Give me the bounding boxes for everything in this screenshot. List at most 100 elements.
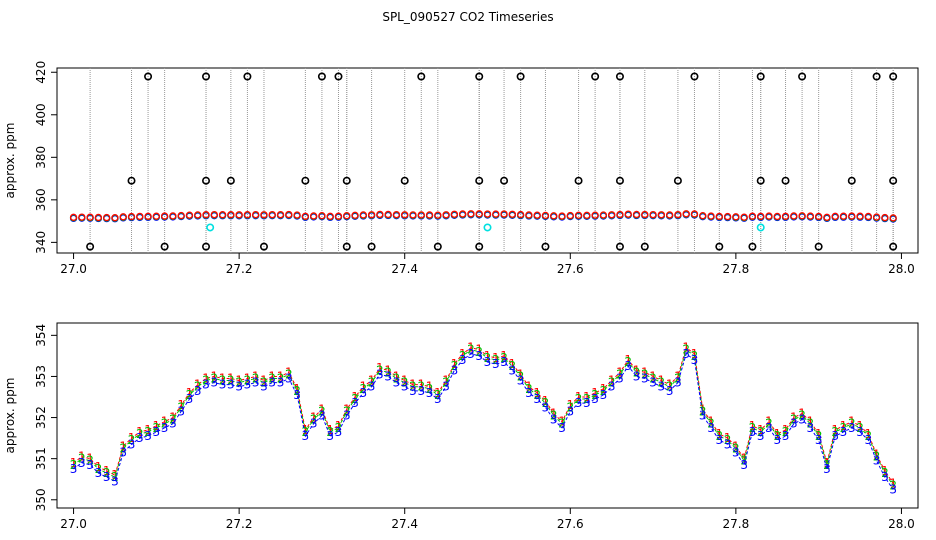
baseline-point [467,210,475,218]
series-mark: 2 [575,392,583,406]
series-mark: 3 [318,409,326,423]
outlier-point [301,176,310,185]
series-mark: 1 [732,439,740,453]
baseline-point [392,210,401,219]
series-mark: 2 [368,376,376,390]
series-mark: 2 [144,425,152,439]
series-mark: 3 [111,474,119,488]
baseline-point [773,212,781,221]
baseline-point [583,211,591,219]
series-mark: 3 [235,380,243,394]
series-mark: 2 [260,376,268,390]
series-mark: 1 [881,464,889,478]
series-mark: 1 [641,365,649,379]
x-tick-label: 28.0 [888,262,915,276]
outlier-point [756,72,765,81]
series-mark: 1 [119,439,127,453]
series-mark: 3 [500,355,508,369]
baseline-point [260,211,268,219]
x-tick-label: 28.0 [888,517,915,531]
baseline-point [169,212,177,220]
series-mark: 1 [591,386,599,400]
outlier-point [475,242,484,251]
series-mark: 3 [732,446,740,460]
series-mark: 3 [177,404,185,418]
baseline-point [94,213,103,222]
series-mark: 2 [359,382,367,396]
baseline-point [111,214,119,222]
baseline-point [78,213,86,221]
baseline-point [781,212,790,220]
series-mark: 3 [542,400,550,414]
series-mark: 3 [575,396,583,410]
series-mark: 1 [194,378,202,392]
baseline-point [309,212,318,220]
outlier-point [615,242,624,251]
series-mark: 3 [724,437,732,451]
series-mark: 3 [442,380,450,394]
y-tick-label: 354 [34,324,48,347]
baseline-point [252,210,260,219]
panel-bottom: 27.0 27.2 27.4 27.6 27.8 28.0 350 351 352 353 354 a… [3,322,919,531]
series-mark: 3 [393,376,401,390]
series-mark: 1 [666,378,674,392]
series-mark: 2 [749,421,757,435]
series-mark: 3 [558,421,566,435]
series-mark: 2 [475,345,483,359]
x-tick-label: 27.0 [60,517,87,531]
series-mark: 1 [426,380,434,394]
series-mark: 2 [848,417,856,431]
series-mark: 1 [260,374,268,388]
series-mark: 2 [343,404,351,418]
outlier-point [317,72,326,81]
baseline-point [699,212,707,220]
baseline-point [831,212,839,220]
series-mark: 3 [848,421,856,435]
series-mark: 2 [459,349,467,363]
series-mark: 1 [691,347,699,361]
series-mark: 3 [765,421,773,435]
series-mark: 2 [484,351,492,365]
series-mark: 3 [550,413,558,427]
series-mark: 2 [78,452,86,466]
series-mark: 3 [707,421,715,435]
series-mark: 1 [285,365,293,379]
outlier-point [127,176,136,185]
outlier-point [847,176,856,185]
series-mark: 3 [749,425,757,439]
series-mark: 1 [509,357,517,371]
series-mark: 2 [376,363,384,377]
series-mark: 3 [815,433,823,447]
baseline-point [285,210,293,219]
series-mark: 3 [128,437,136,451]
outlier-point [144,72,153,81]
series-mark: 3 [459,353,467,367]
baseline-point [790,212,798,220]
series-mark: 2 [393,372,401,386]
x-tick-label: 27.6 [557,262,584,276]
series-mark: 3 [186,392,194,406]
series-mark: 1 [103,464,111,478]
series-mark: 2 [310,413,318,427]
series-mark: 2 [608,376,616,390]
series-mark: 1 [235,374,243,388]
series-mark: 2 [773,429,781,443]
baseline-point [136,212,144,221]
outlier-point [367,242,376,251]
series-mark: 3 [277,376,285,390]
series-mark: 1 [177,398,185,412]
series-mark: 3 [484,355,492,369]
series-mark: 3 [831,429,839,443]
series-mark: 2 [161,417,169,431]
series-mark: 3 [773,433,781,447]
series-mark: 1 [302,423,310,437]
series-mark: 1 [351,390,359,404]
series-mark: 3 [153,425,161,439]
baseline-point [127,212,136,221]
series-mark: 1 [401,374,409,388]
baseline-point [525,211,533,219]
baseline-point [475,210,483,218]
baseline-point [384,210,392,219]
baseline-point [757,212,765,220]
series-mark: 2 [807,417,815,431]
